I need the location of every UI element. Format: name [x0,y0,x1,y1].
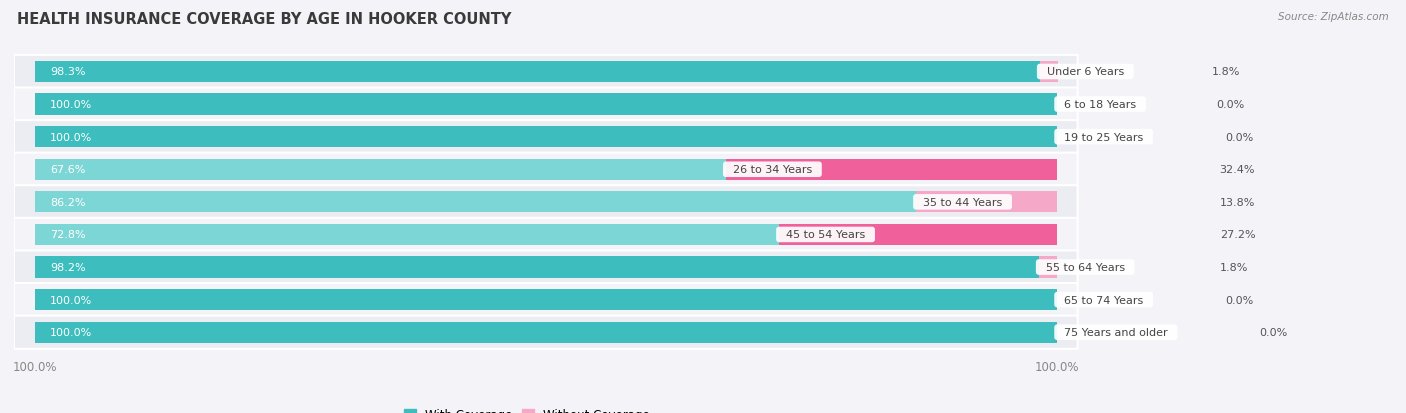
Text: 26 to 34 Years: 26 to 34 Years [725,165,820,175]
Text: 45 to 54 Years: 45 to 54 Years [779,230,872,240]
Text: 86.2%: 86.2% [49,197,86,207]
Bar [725,159,1057,180]
Bar [779,224,1057,245]
Text: Under 6 Years: Under 6 Years [1039,67,1130,77]
FancyBboxPatch shape [14,153,1077,186]
Bar [35,94,1057,115]
Bar [1039,257,1057,278]
Text: Source: ZipAtlas.com: Source: ZipAtlas.com [1278,12,1389,22]
Text: 1.8%: 1.8% [1212,67,1240,77]
Text: 65 to 74 Years: 65 to 74 Years [1057,295,1150,305]
FancyBboxPatch shape [14,121,1077,154]
Text: 6 to 18 Years: 6 to 18 Years [1057,100,1143,110]
Text: 13.8%: 13.8% [1219,197,1256,207]
Text: 55 to 64 Years: 55 to 64 Years [1039,262,1132,273]
Bar [35,192,915,213]
Text: 98.3%: 98.3% [49,67,86,77]
Text: 98.2%: 98.2% [49,262,86,273]
Text: 0.0%: 0.0% [1225,132,1253,142]
Bar [35,290,1057,311]
Text: 72.8%: 72.8% [49,230,86,240]
Text: 100.0%: 100.0% [49,100,93,110]
Text: 1.8%: 1.8% [1219,262,1249,273]
Text: 0.0%: 0.0% [1260,328,1288,337]
Text: 19 to 25 Years: 19 to 25 Years [1057,132,1150,142]
FancyBboxPatch shape [14,56,1077,89]
FancyBboxPatch shape [14,283,1077,316]
Text: HEALTH INSURANCE COVERAGE BY AGE IN HOOKER COUNTY: HEALTH INSURANCE COVERAGE BY AGE IN HOOK… [17,12,512,27]
Bar [915,192,1057,213]
Bar [35,159,725,180]
Text: 100.0%: 100.0% [49,132,93,142]
Text: 75 Years and older: 75 Years and older [1057,328,1174,337]
Legend: With Coverage, Without Coverage: With Coverage, Without Coverage [399,404,655,413]
Bar [1039,62,1059,83]
FancyBboxPatch shape [14,186,1077,219]
Text: 0.0%: 0.0% [1216,100,1244,110]
Text: 100.0%: 100.0% [49,328,93,337]
Text: 27.2%: 27.2% [1219,230,1256,240]
FancyBboxPatch shape [14,316,1077,349]
Bar [35,62,1039,83]
Text: 35 to 44 Years: 35 to 44 Years [915,197,1010,207]
FancyBboxPatch shape [14,218,1077,252]
Text: 100.0%: 100.0% [49,295,93,305]
Bar [35,224,779,245]
Bar [35,257,1039,278]
Bar [35,322,1057,343]
FancyBboxPatch shape [14,88,1077,121]
Text: 32.4%: 32.4% [1219,165,1256,175]
Text: 67.6%: 67.6% [49,165,86,175]
FancyBboxPatch shape [14,251,1077,284]
Bar [35,127,1057,148]
Text: 0.0%: 0.0% [1225,295,1253,305]
